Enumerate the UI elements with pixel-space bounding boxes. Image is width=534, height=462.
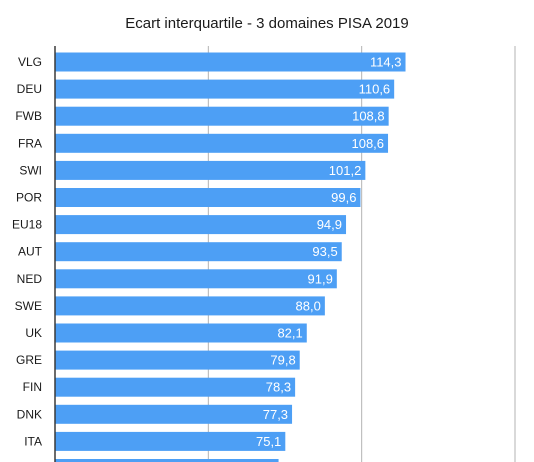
category-label-dnk: DNK [17,407,42,421]
labels-layer: 114,3 VLG 110,6 DEU 108,8 FWB 108,6 FRA 101,2 SWI… [12,55,402,462]
bar-vlg [55,52,406,72]
bar-fra [55,133,389,153]
value-label-swi: 101,2 [329,163,362,178]
bar-ned [55,269,337,289]
category-label-fra: FRA [18,136,42,150]
bar-ita [55,431,286,451]
bars-layer [55,52,406,462]
value-label-uk: 82,1 [277,326,302,341]
value-label-ned: 91,9 [308,271,333,286]
bar-swe [55,296,325,316]
bar-deu [55,79,395,99]
category-label-fwb: FWB [15,109,42,123]
bar-aut [55,242,342,262]
bar-dnk [55,404,293,424]
category-label-fin: FIN [23,380,42,394]
category-label-swe: SWE [15,299,42,313]
value-label-dnk: 77,3 [263,407,288,422]
value-label-aut: 93,5 [312,244,337,259]
bar-eu18 [55,215,347,235]
category-label-aut: AUT [18,245,43,259]
bar-por [55,188,361,207]
value-label-gre: 79,8 [270,353,295,368]
category-label-uk: UK [25,326,42,340]
category-label-ned: NED [17,272,43,286]
category-label-ita: ITA [24,434,42,448]
bar-gre [55,350,300,370]
bar-fwb [55,106,389,126]
value-label-fin: 78,3 [266,380,291,395]
value-label-por: 99,6 [331,190,356,205]
category-label-deu: DEU [17,82,42,96]
value-label-fra: 108,6 [351,136,384,151]
category-label-vlg: VLG [18,55,42,69]
bar-fin [55,377,296,397]
chart-title: Ecart interquartile - 3 domaines PISA 20… [125,15,409,32]
category-label-eu18: EU18 [12,218,42,232]
category-label-swi: SWI [19,163,42,177]
bar-swi [55,160,366,180]
value-label-eu18: 94,9 [317,217,342,232]
bar-uk [55,323,307,343]
bar-isl [55,459,279,462]
value-label-fwb: 108,8 [352,109,385,124]
value-label-vlg: 114,3 [370,55,402,70]
value-label-ita: 75,1 [256,434,281,449]
category-label-por: POR [16,191,42,205]
value-label-deu: 110,6 [359,82,391,97]
value-label-swe: 88,0 [296,298,321,313]
category-label-gre: GRE [16,353,42,367]
